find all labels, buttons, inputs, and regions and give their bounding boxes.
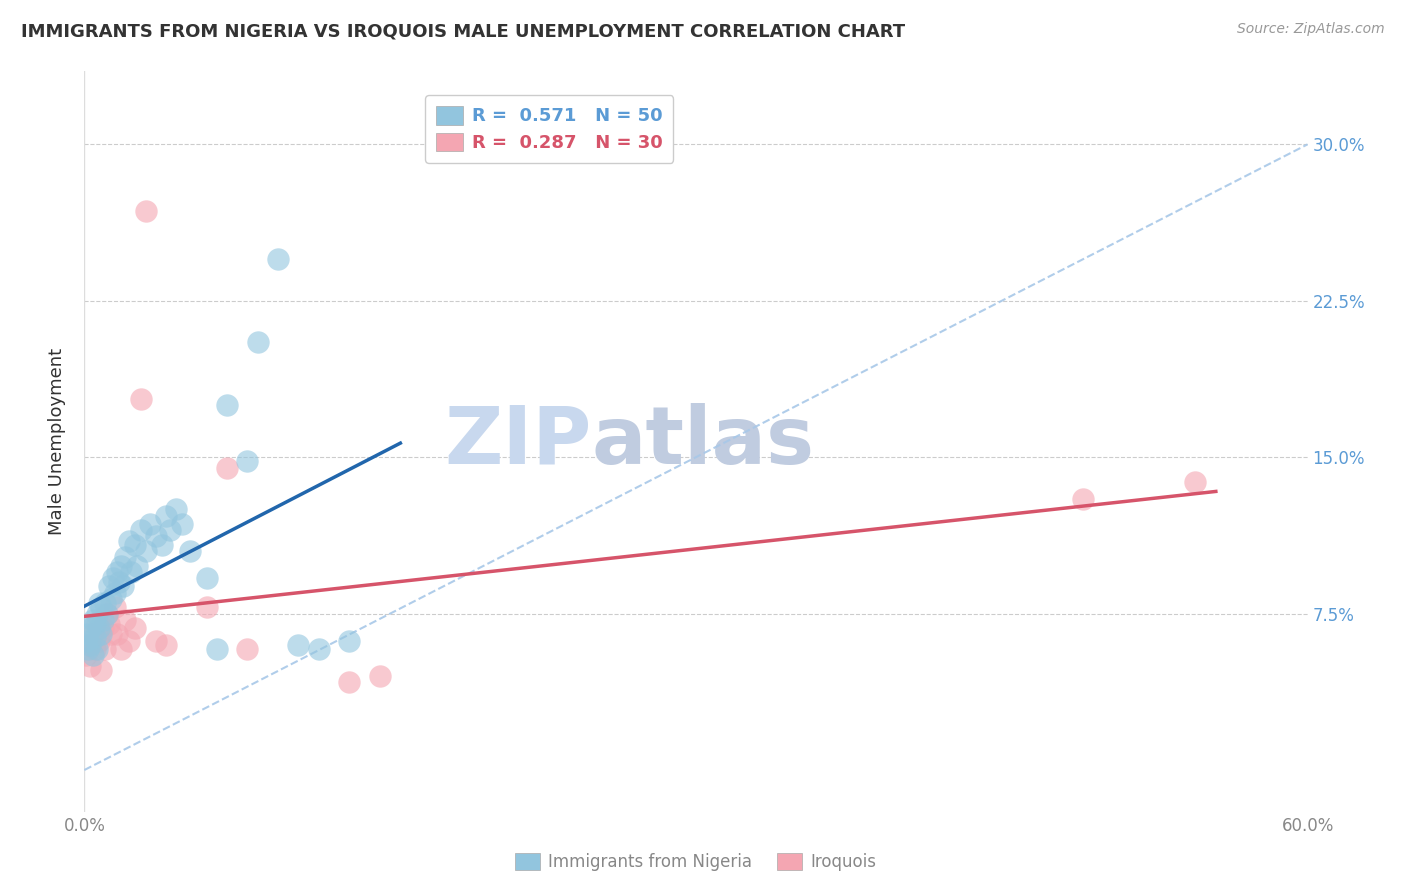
Point	[127, 558, 149, 573]
Point	[267, 252, 290, 266]
Point	[339, 633, 361, 648]
Point	[87, 621, 110, 635]
Point	[82, 648, 104, 663]
Point	[77, 627, 100, 641]
Point	[195, 600, 218, 615]
Point	[90, 600, 112, 615]
Point	[114, 613, 136, 627]
Point	[100, 627, 122, 641]
Point	[135, 544, 157, 558]
Point	[83, 630, 105, 644]
Point	[205, 642, 228, 657]
Point	[100, 592, 122, 607]
Point	[179, 544, 201, 558]
Point	[159, 523, 181, 537]
Point	[87, 596, 110, 610]
Point	[75, 648, 97, 663]
Point	[236, 454, 259, 468]
Point	[114, 550, 136, 565]
Point	[105, 565, 128, 579]
Point	[104, 586, 127, 600]
Point	[105, 627, 128, 641]
Point	[110, 642, 132, 657]
Point	[93, 642, 115, 657]
Point	[86, 607, 108, 621]
Point	[96, 607, 118, 621]
Point	[236, 642, 259, 657]
Point	[145, 529, 167, 543]
Point	[104, 600, 127, 615]
Point	[368, 669, 391, 683]
Point	[96, 607, 118, 621]
Text: Source: ZipAtlas.com: Source: ZipAtlas.com	[1237, 22, 1385, 37]
Point	[145, 633, 167, 648]
Point	[120, 565, 142, 579]
Point	[79, 658, 101, 673]
Point	[83, 642, 105, 657]
Point	[131, 392, 153, 406]
Point	[155, 638, 177, 652]
Point	[86, 642, 108, 657]
Point	[165, 502, 187, 516]
Point	[87, 633, 110, 648]
Y-axis label: Male Unemployment: Male Unemployment	[48, 348, 66, 535]
Point	[131, 523, 153, 537]
Point	[155, 508, 177, 523]
Point	[1184, 475, 1206, 490]
Point	[217, 398, 239, 412]
Point	[90, 663, 112, 677]
Point	[138, 516, 160, 531]
Point	[124, 538, 146, 552]
Point	[339, 675, 361, 690]
Point	[86, 617, 108, 632]
Point	[97, 579, 120, 593]
Point	[90, 627, 112, 641]
Point	[75, 633, 97, 648]
Point	[101, 571, 124, 585]
Point	[77, 642, 100, 657]
Point	[83, 617, 105, 632]
Point	[77, 638, 100, 652]
Point	[82, 627, 104, 641]
Point	[79, 621, 101, 635]
Text: ZIP: ZIP	[444, 402, 592, 481]
Point	[118, 533, 141, 548]
Point	[91, 613, 114, 627]
Point	[1073, 491, 1095, 506]
Point	[287, 638, 309, 652]
Point	[93, 596, 115, 610]
Point	[135, 204, 157, 219]
Point	[110, 558, 132, 573]
Legend: Immigrants from Nigeria, Iroquois: Immigrants from Nigeria, Iroquois	[509, 846, 883, 878]
Text: atlas: atlas	[592, 402, 815, 481]
Point	[91, 621, 114, 635]
Text: IMMIGRANTS FROM NIGERIA VS IROQUOIS MALE UNEMPLOYMENT CORRELATION CHART: IMMIGRANTS FROM NIGERIA VS IROQUOIS MALE…	[21, 22, 905, 40]
Point	[195, 571, 218, 585]
Point	[308, 642, 330, 657]
Point	[150, 538, 173, 552]
Point	[82, 613, 104, 627]
Point	[217, 460, 239, 475]
Point	[108, 575, 131, 590]
Point	[79, 638, 101, 652]
Point	[172, 516, 194, 531]
Point	[246, 335, 269, 350]
Point	[124, 621, 146, 635]
Point	[112, 579, 135, 593]
Point	[97, 617, 120, 632]
Point	[118, 633, 141, 648]
